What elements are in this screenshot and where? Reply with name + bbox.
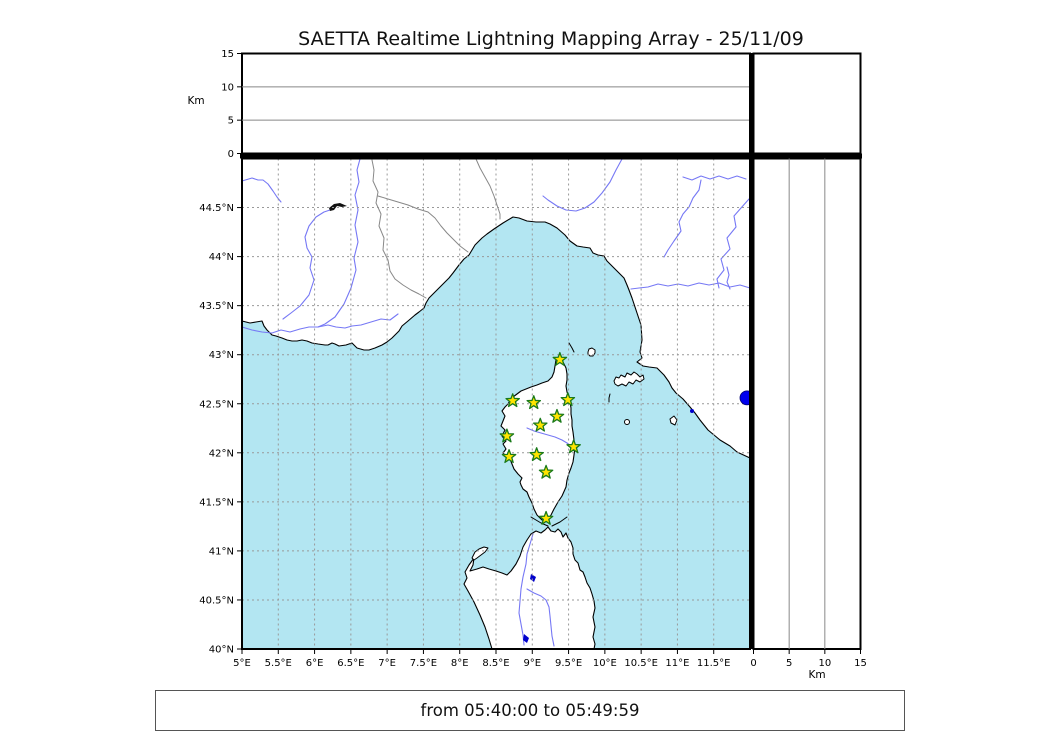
station-marker — [552, 351, 568, 366]
lat-tick-label: 44.5°N — [199, 203, 234, 214]
lat-tick-label: 41°N — [209, 546, 234, 557]
station-marker — [560, 392, 576, 407]
alt-tick-label: 0 — [228, 149, 234, 160]
lon-tick-label: 6.5°E — [337, 658, 364, 669]
altitude-longitude-panel — [241, 52, 751, 155]
corner-panel — [752, 52, 862, 155]
bonifacio-strait-coast — [530, 516, 568, 527]
station-marker — [501, 449, 517, 464]
pianosa-island — [608, 393, 611, 403]
lon-tick-label: 7°E — [378, 658, 396, 669]
altitude-axis-label-right: Km — [808, 669, 825, 681]
station-marker — [538, 464, 554, 479]
station-marker — [529, 447, 544, 462]
lon-tick-label: 8.5°E — [482, 658, 509, 669]
lat-tick-label: 42.5°N — [199, 399, 234, 410]
station-marker — [499, 428, 515, 443]
station-marker — [526, 395, 542, 410]
lake-serre-poncon — [329, 203, 347, 211]
station-marker — [532, 417, 548, 432]
lat-tick-label: 44°N — [209, 252, 234, 263]
station-marker — [505, 393, 520, 408]
right-panel-gridlines — [788, 158, 826, 649]
corsica-island — [500, 356, 576, 522]
lon-tick-label: 5°E — [233, 658, 251, 669]
figure-title: SAETTA Realtime Lightning Mapping Array … — [298, 28, 804, 50]
sardinia-island — [463, 526, 596, 650]
lat-tick-label: 40.5°N — [199, 595, 234, 606]
lat-tick-label: 41.5°N — [199, 497, 234, 508]
lon-tick-label: 7.5°E — [410, 658, 437, 669]
altitude-panel-gridlines — [242, 86, 750, 121]
axis-ticks-and-labels: 40°N 40.5°N 41°N 41.5°N 42°N 42.5°N 43°N 43.5°N… — [187, 49, 866, 681]
lon-tick-label: 9.5°E — [555, 658, 582, 669]
station-marker — [538, 510, 554, 525]
alt-tick-label: 0 — [750, 658, 756, 669]
giraglia-islet — [568, 342, 575, 353]
lon-tick-label: 8°E — [451, 658, 469, 669]
altitude-latitude-panel — [752, 157, 862, 650]
station-marker — [549, 408, 565, 423]
lat-tick-label: 43°N — [209, 350, 234, 361]
lma-stations — [499, 351, 581, 525]
alt-tick-label: 10 — [221, 82, 234, 93]
lon-tick-label: 11.5°E — [697, 658, 731, 669]
alt-tick-label: 10 — [818, 658, 831, 669]
time-range-text: from 05:40:00 to 05:49:59 — [420, 701, 640, 720]
montecristo-island — [624, 419, 630, 425]
alt-tick-label: 15 — [221, 49, 234, 60]
lon-tick-label: 6°E — [306, 658, 324, 669]
alt-tick-label: 5 — [786, 658, 792, 669]
giglio-island — [669, 415, 678, 426]
elba-island — [613, 371, 645, 387]
map-panel — [241, 157, 755, 650]
lon-tick-label: 5.5°E — [265, 658, 292, 669]
sardinia-lake-2 — [523, 634, 529, 643]
orbetello-lagoon — [690, 409, 694, 413]
lat-tick-label: 40°N — [209, 645, 234, 656]
sardinia-lake-1 — [530, 574, 536, 582]
country-borders — [371, 158, 501, 299]
lat-tick-label: 43.5°N — [199, 301, 234, 312]
lon-tick-label: 10.5°E — [624, 658, 658, 669]
station-marker — [566, 439, 581, 454]
altitude-axis-label-left: Km — [187, 95, 204, 107]
lat-tick-label: 42°N — [209, 448, 234, 459]
alt-tick-label: 15 — [854, 658, 867, 669]
time-range-box: from 05:40:00 to 05:49:59 — [155, 690, 905, 731]
alt-tick-label: 5 — [228, 116, 234, 127]
lon-tick-label: 10°E — [593, 658, 617, 669]
lon-tick-label: 11°E — [665, 658, 689, 669]
lon-tick-label: 9°E — [523, 658, 541, 669]
